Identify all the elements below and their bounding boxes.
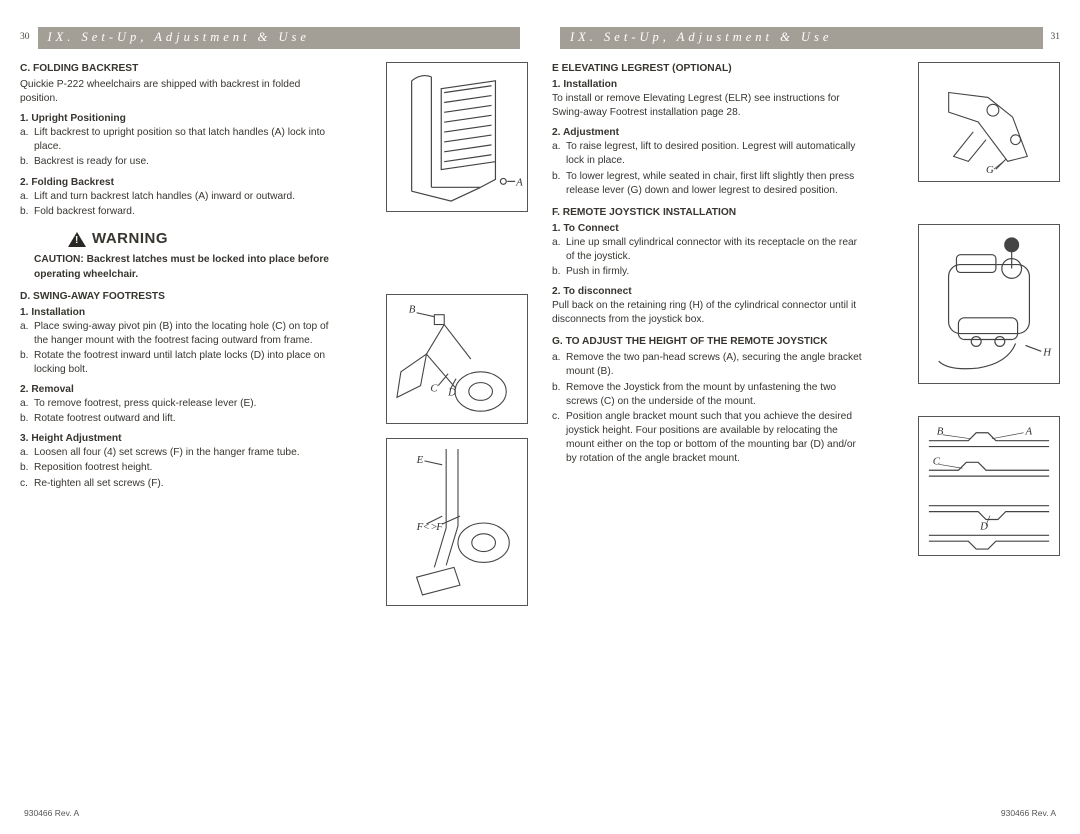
section-d1-list: a.Place swing-away pivot pin (B) into th… [20, 320, 336, 377]
d3b: Reposition footrest height. [34, 462, 152, 473]
section-d1-title: 1. Installation [20, 306, 336, 320]
footer-right: 930466 Rev. A [1001, 808, 1056, 820]
figure-legrest: G [918, 62, 1060, 182]
section-e1-para: To install or remove Elevating Legrest (… [552, 92, 868, 120]
fig2-label-d: D [447, 386, 456, 398]
section-g-title: G. TO ADJUST THE HEIGHT OF THE REMOTE JO… [552, 335, 868, 349]
c1b: Backrest is ready for use. [34, 156, 149, 167]
rfig3-label-b: B [937, 426, 944, 438]
figure-joystick: H [918, 224, 1060, 384]
page-number-right: 31 [1051, 31, 1061, 44]
rfig3-label-c: C [933, 455, 941, 467]
rfig2-label-h: H [1042, 346, 1052, 358]
d3c: Re-tighten all set screws (F). [34, 478, 164, 489]
section-d3-title: 3. Height Adjustment [20, 432, 336, 446]
d2b: Rotate footrest outward and lift. [34, 413, 176, 424]
section-f2-para: Pull back on the retaining ring (H) of t… [552, 299, 868, 327]
c1a: Lift backrest to upright position so tha… [34, 127, 325, 152]
gb: Remove the Joystick from the mount by un… [566, 382, 836, 407]
section-c2-title: 2. Folding Backrest [20, 176, 336, 190]
page-left-content: C. FOLDING BACKREST Quickie P-222 wheelc… [20, 62, 528, 606]
rfig1-label-g: G [986, 164, 994, 176]
section-d3-list: a.Loosen all four (4) set screws (F) in … [20, 446, 336, 490]
page-right-content: E ELEVATING LEGREST (OPTIONAL) 1. Instal… [552, 62, 1060, 556]
footer-left: 930466 Rev. A [24, 808, 79, 820]
c2b: Fold backrest forward. [34, 206, 135, 217]
page-left: 30 IX. Set-Up, Adjustment & Use C. FOLDI… [20, 28, 528, 606]
svg-text:<: < [422, 521, 429, 533]
f1b: Push in firmly. [566, 266, 629, 277]
fig1-label-a: A [515, 176, 523, 188]
section-d2-title: 2. Removal [20, 383, 336, 397]
d2a: To remove footrest, press quick-release … [34, 398, 257, 409]
figure-height-adjust: E F F < > [386, 438, 528, 606]
right-figure-column: G [880, 62, 1060, 556]
warning-triangle-icon [68, 232, 86, 247]
warning-label: WARNING [92, 229, 168, 250]
section-d-title: D. SWING-AWAY FOOTRESTS [20, 290, 336, 304]
section-e2-title: 2. Adjustment [552, 126, 868, 140]
section-e2-list: a.To raise legrest, lift to desired posi… [552, 140, 868, 197]
figure-bracket-positions: B A C D [918, 416, 1060, 556]
chapter-bar-left: IX. Set-Up, Adjustment & Use [38, 27, 521, 49]
section-c-title: C. FOLDING BACKREST [20, 62, 336, 76]
section-d2-list: a.To remove footrest, press quick-releas… [20, 397, 336, 426]
left-figure-column: A [348, 62, 528, 606]
figure-footrest-pivot: B C D [386, 294, 528, 424]
d1a: Place swing-away pivot pin (B) into the … [34, 321, 328, 346]
chapter-bar-right: IX. Set-Up, Adjustment & Use [560, 27, 1043, 49]
section-c1-title: 1. Upright Positioning [20, 112, 336, 126]
section-f2-title: 2. To disconnect [552, 285, 868, 299]
section-f1-title: 1. To Connect [552, 222, 868, 236]
section-f-title: F. REMOTE JOYSTICK INSTALLATION [552, 206, 868, 220]
section-c1-list: a.Lift backrest to upright position so t… [20, 126, 336, 169]
svg-text:>: > [430, 521, 437, 533]
left-text-column: C. FOLDING BACKREST Quickie P-222 wheelc… [20, 62, 336, 606]
section-c-intro: Quickie P-222 wheelchairs are shipped wi… [20, 78, 336, 106]
d3a: Loosen all four (4) set screws (F) in th… [34, 447, 300, 458]
page-header-right: IX. Set-Up, Adjustment & Use 31 [552, 28, 1060, 48]
d1b: Rotate the footrest inward until latch p… [34, 350, 325, 375]
rfig3-label-a: A [1024, 426, 1032, 438]
gc: Position angle bracket mount such that y… [566, 411, 856, 464]
ga: Remove the two pan-head screws (A), secu… [566, 352, 862, 377]
section-f1-list: a.Line up small cylindrical connector wi… [552, 236, 868, 279]
page-number-left: 30 [20, 31, 30, 44]
page-spread: 30 IX. Set-Up, Adjustment & Use C. FOLDI… [20, 28, 1060, 606]
c2a: Lift and turn backrest latch handles (A)… [34, 191, 295, 202]
page-header-left: 30 IX. Set-Up, Adjustment & Use [20, 28, 528, 48]
warning-row: WARNING [68, 229, 336, 250]
f1a: Line up small cylindrical connector with… [566, 237, 857, 262]
section-g-list: a.Remove the two pan-head screws (A), se… [552, 351, 868, 466]
section-c2-list: a.Lift and turn backrest latch handles (… [20, 190, 336, 219]
e2b: To lower legrest, while seated in chair,… [566, 171, 854, 196]
right-text-column: E ELEVATING LEGREST (OPTIONAL) 1. Instal… [552, 62, 868, 556]
figure-backrest: A [386, 62, 528, 212]
e2a: To raise legrest, lift to desired positi… [566, 141, 855, 166]
section-e1-title: 1. Installation [552, 78, 868, 92]
fig2-label-c: C [430, 382, 438, 394]
fig2-label-b: B [409, 304, 416, 316]
section-e-title: E ELEVATING LEGREST (OPTIONAL) [552, 62, 868, 76]
fig3-label-e: E [416, 454, 424, 466]
page-right: IX. Set-Up, Adjustment & Use 31 E ELEVAT… [552, 28, 1060, 606]
rfig3-label-d: D [979, 520, 988, 532]
caution-text: CAUTION: Backrest latches must be locked… [20, 253, 336, 281]
